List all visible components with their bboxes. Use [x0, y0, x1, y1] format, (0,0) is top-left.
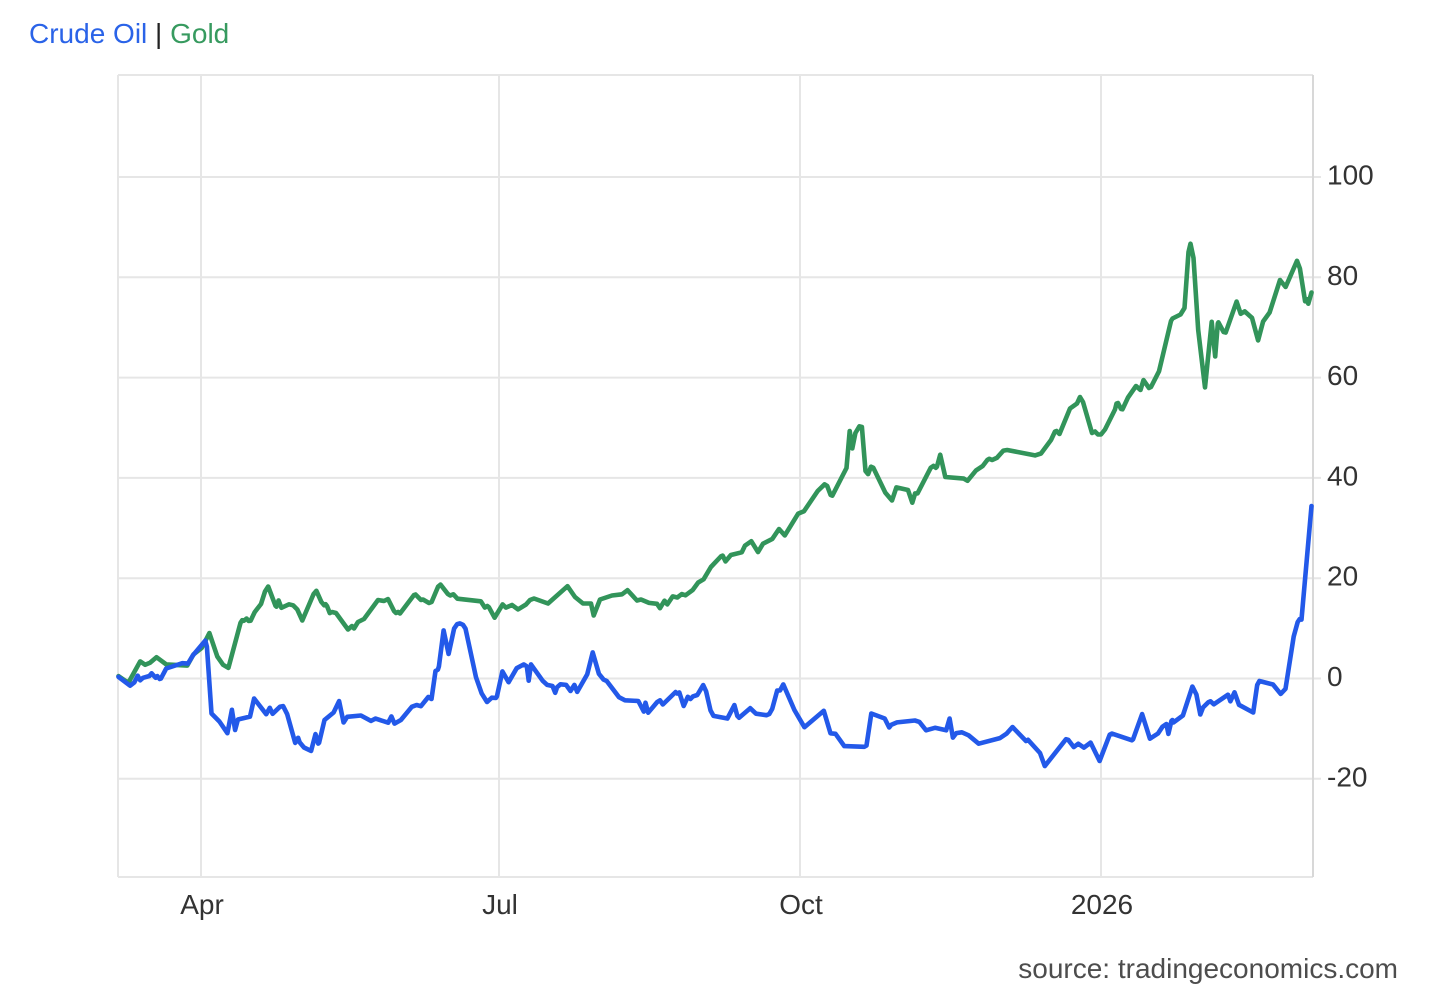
svg-text:20: 20	[1327, 561, 1358, 592]
svg-text:0: 0	[1327, 661, 1343, 692]
svg-text:Oct: Oct	[779, 889, 823, 920]
svg-text:Apr: Apr	[180, 889, 224, 920]
svg-text:80: 80	[1327, 260, 1358, 291]
svg-text:source: tradingeconomics.com: source: tradingeconomics.com	[1018, 953, 1398, 984]
svg-text:-20: -20	[1327, 761, 1367, 792]
svg-text:100: 100	[1327, 160, 1374, 191]
svg-text:2026: 2026	[1071, 889, 1133, 920]
svg-text:Jul: Jul	[482, 889, 518, 920]
svg-text:40: 40	[1327, 460, 1358, 491]
svg-text:60: 60	[1327, 360, 1358, 391]
